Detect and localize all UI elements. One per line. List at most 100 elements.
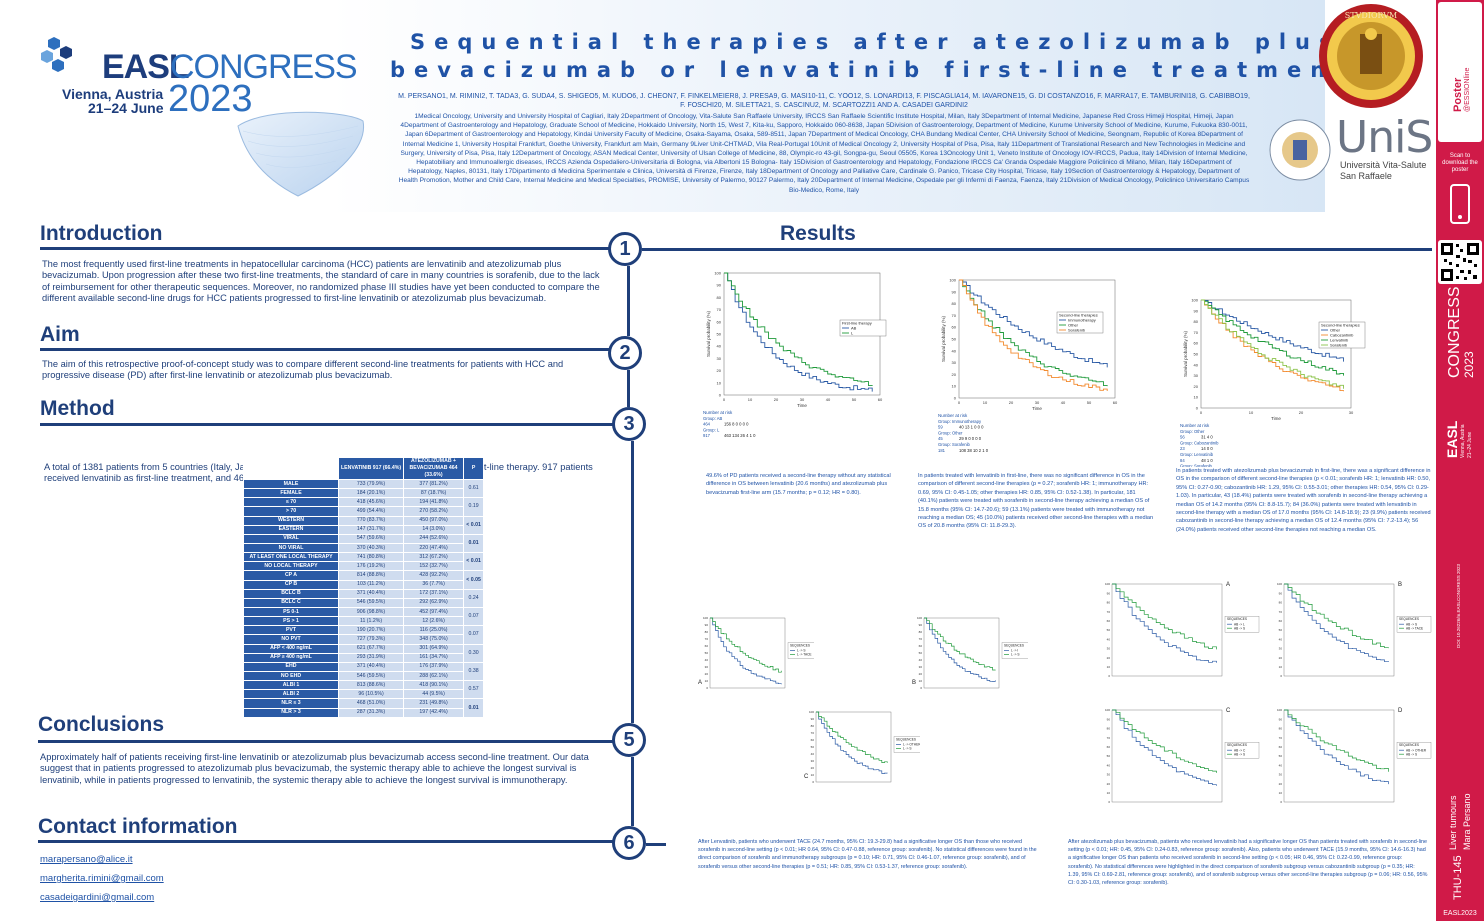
table-cell-lenvatinib: 770 (83.7%) [337, 515, 405, 526]
aim-title: Aim [40, 323, 80, 346]
location-text: Vienna, Austria [62, 86, 164, 102]
plot-frame [709, 617, 786, 689]
table-row: PVT 190 (20.7%) 116 (25.0%) 0.07 [243, 625, 485, 645]
contact-email-3[interactable]: casadeigardini@gmail.com [40, 892, 155, 903]
legend-title: SEQUENCES [1004, 644, 1024, 648]
legend-label: AB -> C [1234, 748, 1246, 752]
survival-curve-other [1201, 299, 1344, 362]
legend-label: Sorafenib [1330, 343, 1348, 348]
method-divider [40, 423, 615, 426]
risk-table-label: 917 [703, 433, 711, 438]
plot-frame [1283, 709, 1395, 803]
table-cell-p: 0.01 [463, 698, 485, 718]
table-cell-label: CP A [243, 570, 339, 581]
survival-curve [1112, 709, 1217, 773]
legend-box [1396, 742, 1432, 759]
table-cell-p: 0.30 [463, 643, 485, 663]
y-tick-label: 60 [1279, 619, 1283, 623]
section-number-1: 1 [608, 232, 642, 266]
y-tick-label: 100 [917, 616, 922, 620]
table-cell-label: CP B [243, 579, 339, 590]
conclusions-divider [38, 740, 613, 743]
y-tick-label: 60 [1107, 745, 1111, 749]
y-tick-label: 10 [705, 679, 709, 683]
x-tick-label: 60 [878, 397, 883, 402]
y-tick-label: 30 [811, 759, 815, 763]
y-tick-label: 10 [1194, 395, 1199, 400]
y-tick-label: 0 [920, 686, 922, 690]
legend-title: SEQUENCES [1399, 617, 1419, 621]
contact-connector [646, 843, 666, 846]
x-tick-label: 30 [800, 397, 805, 402]
y-tick-label: 80 [952, 301, 957, 306]
table-row: VIRAL 547 (59.6%) 244 (52.6%) 0.01 [243, 533, 485, 554]
table-row: NO EHD 546 (59.5%) 288 (62.1%) [243, 670, 484, 682]
table-row: EASTERN 147 (31.7%) 14 (3.0%) [243, 524, 484, 535]
legend-label: AB [851, 326, 857, 331]
y-tick-label: 60 [952, 325, 957, 330]
intro-title: Introduction [40, 222, 163, 245]
legend-label: AB -> S [1234, 752, 1245, 756]
y-tick-label: 100 [809, 710, 814, 714]
qr-code[interactable] [1438, 240, 1482, 284]
risk-table-label: 59 [938, 425, 943, 430]
table-cell-lenvatinib: 418 (45.6%) [337, 497, 405, 508]
risk-table-label: 56 [1180, 435, 1185, 440]
table-cell-label: ALBI 2 [243, 689, 339, 700]
panel-letter: C [1226, 708, 1231, 714]
table-row: ≤ 70 418 (45.6%) 194 (41.8%) 0.19 [243, 497, 485, 517]
y-tick-label: 60 [1279, 745, 1283, 749]
legend-label: AB -> S [1234, 626, 1245, 630]
table-cell-lenvatinib: 546 (59.5%) [337, 597, 405, 608]
y-tick-label: 40 [1107, 637, 1111, 641]
risk-table-values: 48 1 0 [1201, 458, 1213, 463]
y-tick-label: 50 [811, 745, 815, 749]
x-tick-label: 20 [774, 397, 779, 402]
risk-table-label: Group: Sorafenib [1180, 464, 1213, 467]
rail-segment-3 [631, 441, 634, 723]
legend-label: L -> S [1011, 653, 1019, 657]
dates-text: 21–24 June [88, 100, 164, 116]
table-cell-atezo-bev: 452 (97.4%) [403, 606, 465, 618]
contact-email-2[interactable]: margherita.rimini@gmail.com [40, 873, 164, 884]
survival-curve [1284, 709, 1389, 772]
y-tick-label: 80 [1107, 727, 1111, 731]
table-cell-label: WESTERN [243, 515, 339, 526]
y-tick-label: 0 [1108, 800, 1110, 804]
y-tick-label: 100 [949, 278, 956, 283]
year-text: 2023 [168, 78, 253, 120]
table-cell-label: ALBI 1 [243, 680, 339, 691]
y-tick-label: 80 [1279, 727, 1283, 731]
risk-table-label: Group: Sorafenib [938, 442, 971, 447]
table-cell-label: BCLC B [243, 588, 339, 599]
table-row: ALBI 2 96 (10.5%) 44 (9.5%) [243, 689, 484, 700]
table-cell-lenvatinib: 293 (31.9%) [337, 652, 405, 663]
survival-curve [816, 711, 888, 774]
y-tick-label: 10 [952, 384, 957, 389]
table-row: > 70 499 (54.4%) 270 (58.2%) [243, 506, 484, 517]
table-cell-atezo-bev: 231 (49.8%) [403, 698, 465, 709]
risk-table-label: 464 [703, 422, 711, 427]
survival-curve-lenvatinib [1201, 299, 1344, 376]
y-tick-label: 80 [717, 295, 722, 300]
table-cell-label: EHD [243, 661, 339, 672]
table-row: AFP ≥ 400 ng/mL 293 (31.9%) 161 (34.7%) [243, 652, 484, 663]
y-tick-label: 60 [1107, 619, 1111, 623]
legend-box [839, 319, 887, 337]
y-tick-label: 20 [1279, 782, 1283, 786]
poster-session-box: Poster @ESSIONline [1438, 2, 1482, 142]
legend-box [1056, 311, 1104, 334]
y-tick-label: 90 [811, 717, 815, 721]
contact-email-1[interactable]: marapersano@alice.it [40, 854, 133, 865]
legend-box [1396, 616, 1432, 633]
y-tick-label: 20 [919, 672, 923, 676]
y-tick-label: 80 [1107, 601, 1111, 605]
table-row: BCLC B 371 (40.4%) 172 (37.1%) 0.24 [243, 588, 485, 608]
survival-curve [1284, 709, 1389, 785]
y-tick-label: 50 [1107, 628, 1111, 632]
table-row: NLR ≤ 3 468 (51.0%) 231 (49.8%) 0.01 [243, 698, 485, 718]
risk-table-values: 31 4 0 [1201, 435, 1213, 440]
y-tick-label: 80 [811, 724, 815, 728]
